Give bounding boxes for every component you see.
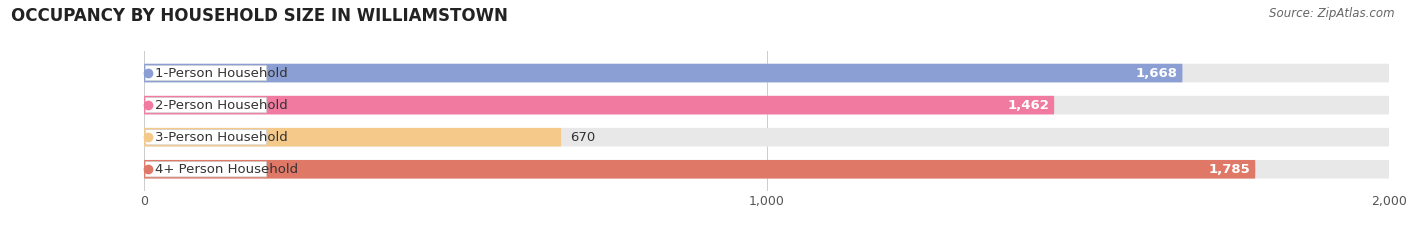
FancyBboxPatch shape <box>145 97 267 113</box>
Text: Source: ZipAtlas.com: Source: ZipAtlas.com <box>1270 7 1395 20</box>
Text: 1,462: 1,462 <box>1007 99 1049 112</box>
Text: 1,668: 1,668 <box>1136 67 1177 79</box>
Text: 1,785: 1,785 <box>1209 163 1250 176</box>
Text: OCCUPANCY BY HOUSEHOLD SIZE IN WILLIAMSTOWN: OCCUPANCY BY HOUSEHOLD SIZE IN WILLIAMST… <box>11 7 508 25</box>
FancyBboxPatch shape <box>143 160 1256 178</box>
FancyBboxPatch shape <box>143 64 1182 82</box>
FancyBboxPatch shape <box>143 96 1054 114</box>
FancyBboxPatch shape <box>143 96 1389 114</box>
Text: 4+ Person Household: 4+ Person Household <box>155 163 298 176</box>
FancyBboxPatch shape <box>145 162 267 177</box>
FancyBboxPatch shape <box>145 130 267 145</box>
FancyBboxPatch shape <box>143 64 1389 82</box>
FancyBboxPatch shape <box>143 128 1389 147</box>
Text: 1-Person Household: 1-Person Household <box>155 67 288 79</box>
FancyBboxPatch shape <box>145 65 267 81</box>
Text: 3-Person Household: 3-Person Household <box>155 131 288 144</box>
FancyBboxPatch shape <box>143 128 561 147</box>
FancyBboxPatch shape <box>143 160 1389 178</box>
Text: 670: 670 <box>571 131 596 144</box>
Text: 2-Person Household: 2-Person Household <box>155 99 288 112</box>
